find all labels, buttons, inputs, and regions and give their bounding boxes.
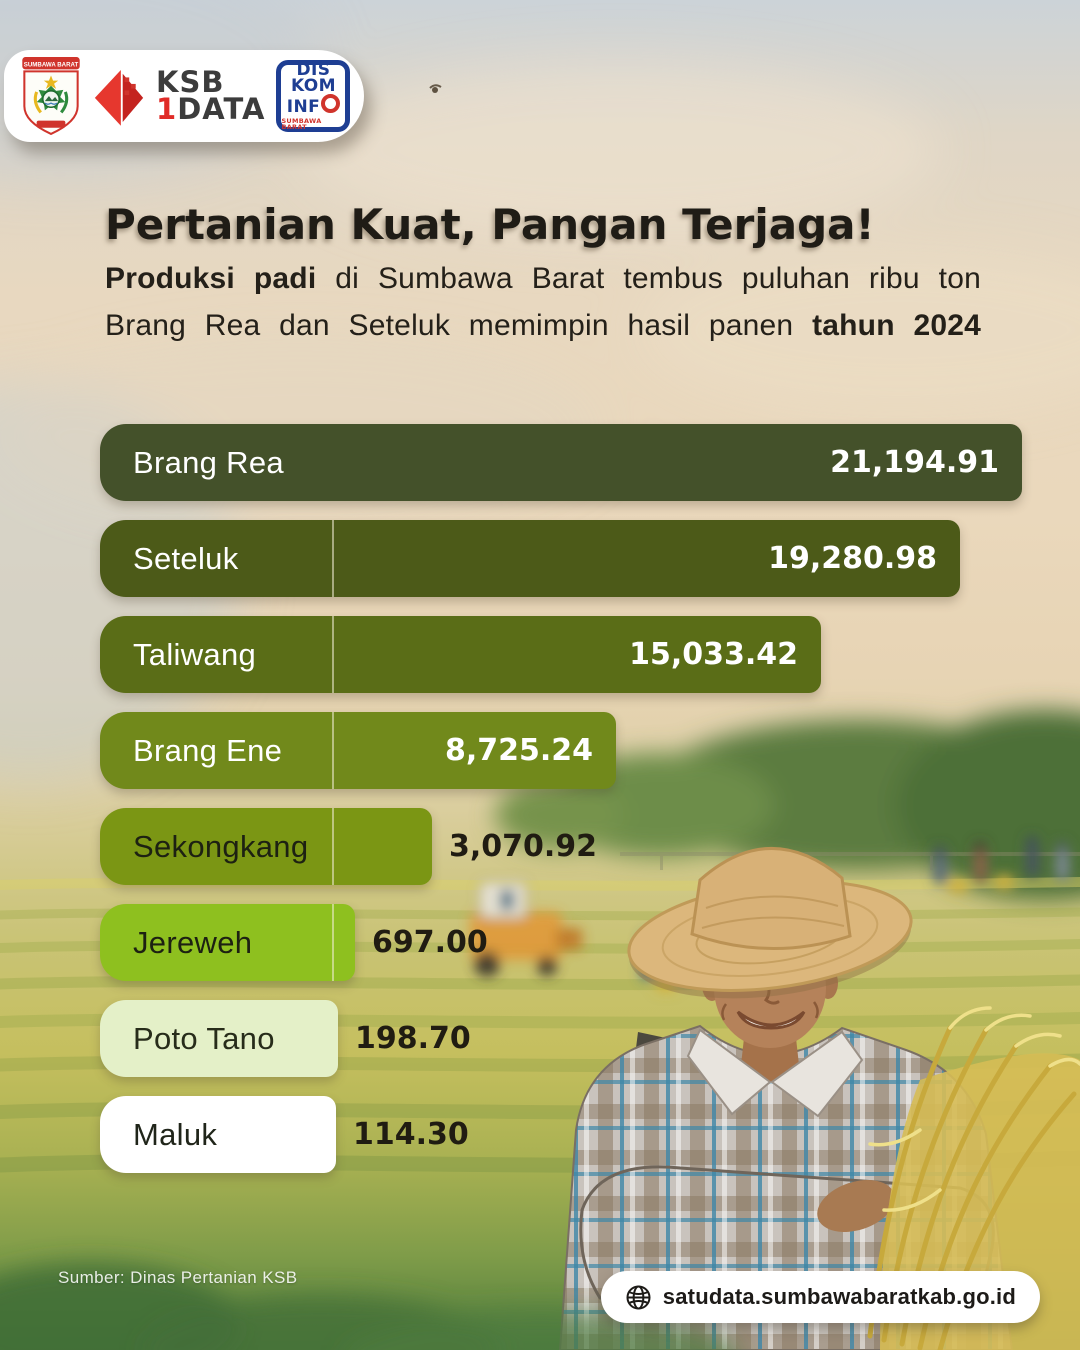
bar-value: 19,280.98 — [768, 541, 937, 576]
foreground-grass — [0, 1263, 736, 1350]
subtitle-line-1: Produksi padi di Sumbawa Barat tembus pu… — [105, 262, 981, 295]
bar-value: 697.00 — [372, 925, 488, 960]
diskominfo-line1: DIS — [296, 60, 331, 81]
label-divider — [332, 616, 334, 693]
straw-hat — [627, 847, 913, 999]
bar-label: Jereweh — [133, 924, 253, 960]
bar-value: 21,194.91 — [830, 445, 999, 480]
1data-label: 1DATA — [156, 92, 266, 126]
hand — [817, 1180, 895, 1232]
bar-label: Poto Tano — [133, 1020, 275, 1056]
harvester-machine — [470, 881, 582, 977]
bar-value: 3,070.92 — [449, 829, 598, 864]
bar-value: 114.30 — [353, 1117, 469, 1152]
bar-row-brang-rea: Brang Rea 21,194.91 — [100, 424, 1022, 501]
globe-icon — [626, 1285, 651, 1309]
bar-label: Seteluk — [133, 540, 239, 576]
diskominfo-sub: SUMBAWA BARAT — [281, 116, 322, 131]
bar-row-seteluk: Seteluk 19,280.98 — [100, 520, 960, 597]
bar-label: Brang Rea — [133, 444, 284, 480]
bar-value: 15,033.42 — [629, 637, 798, 672]
bar-row-sekongkang: Sekongkang 3,070.92 — [100, 808, 597, 885]
bar-row-brang-ene: Brang Ene 8,725.24 — [100, 712, 616, 789]
bar-label: Maluk — [133, 1116, 218, 1152]
bar-row-maluk: Maluk 114.30 — [100, 1096, 469, 1173]
label-divider — [332, 712, 334, 789]
label-divider — [332, 808, 334, 885]
satudata-url: satudata.sumbawabaratkab.go.id — [662, 1284, 1016, 1309]
logo-pill: SUMBAWA BARAT KSB 1DATA DIS KOM INF — [4, 50, 364, 142]
lifebuoy-o-icon — [321, 94, 341, 114]
tree-line — [495, 710, 1080, 900]
bar-label: Brang Ene — [133, 732, 283, 768]
satudata-url-pill[interactable]: satudata.sumbawabaratkab.go.id — [600, 1271, 1040, 1323]
source-note: Sumber: Dinas Pertanian KSB — [58, 1268, 298, 1287]
ksb-1data-wordmark: KSB 1DATA — [156, 65, 266, 126]
label-divider — [332, 520, 334, 597]
ksb-1data-diamond-icon — [94, 70, 144, 126]
bar-row-jereweh: Jereweh 697.00 — [100, 904, 488, 981]
bar-chart: Brang Rea 21,194.91 Seteluk 19,280.98 Ta… — [100, 424, 1022, 1192]
bird-speck — [429, 84, 442, 93]
bar-row-poto-tano: Poto Tano 198.70 — [100, 1000, 471, 1077]
sumbawa-barat-crest-logo: SUMBAWA BARAT — [22, 57, 80, 136]
subtitle-line-2: Brang Rea dan Seteluk memimpin hasil pan… — [105, 309, 981, 343]
diskominfo-line3: INF — [287, 94, 341, 116]
page-title: Pertanian Kuat, Pangan Terjaga! — [105, 200, 875, 249]
bar-row-taliwang: Taliwang 15,033.42 — [100, 616, 821, 693]
bar-label: Sekongkang — [133, 828, 309, 864]
diskominfo-line2: KOM — [290, 76, 336, 97]
headline: Pertanian Kuat, Pangan Terjaga! Produksi… — [105, 200, 981, 344]
bar-label: Taliwang — [133, 636, 257, 672]
bar-value: 8,725.24 — [444, 733, 593, 768]
label-divider — [332, 904, 334, 981]
diskominfo-logo: DIS KOM INF SUMBAWA BARAT — [276, 60, 351, 132]
ksb-label: KSB — [156, 65, 225, 100]
bar-value: 198.70 — [355, 1021, 471, 1056]
smile — [736, 1010, 806, 1030]
svg-text:SUMBAWA BARAT: SUMBAWA BARAT — [24, 61, 79, 68]
